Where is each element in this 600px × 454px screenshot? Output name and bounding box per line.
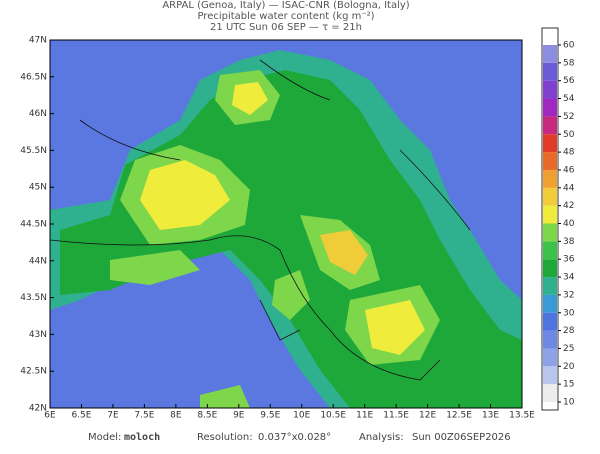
- lon-tick-label: 9.5E: [260, 411, 280, 421]
- colorbar-tick-label: 32: [563, 290, 574, 300]
- colorbar-swatch: [543, 152, 557, 170]
- colorbar-tick-label: 20: [563, 362, 575, 372]
- colorbar-tick-label: 30: [563, 308, 575, 318]
- colorbar-swatch: [543, 259, 557, 278]
- colorbar-tick-label: 28: [563, 326, 575, 336]
- lon-tick-label: 12.5E: [446, 411, 472, 421]
- colorbar-swatch: [543, 277, 557, 295]
- colorbar-swatch: [543, 294, 557, 313]
- colorbar-swatch: [543, 134, 557, 153]
- lat-tick-label: 46.5N: [20, 72, 47, 82]
- header-line: ARPAL (Genoa, Italy) — ISAC-CNR (Bologna…: [162, 0, 409, 11]
- lon-tick-label: 8.5E: [197, 411, 217, 421]
- footer-value: moloch: [124, 432, 160, 443]
- colorbar-tick-label: 50: [563, 130, 575, 140]
- colorbar-tick-label: 44: [563, 183, 575, 193]
- lat-tick-label: 44N: [29, 256, 47, 266]
- lon-tick-label: 9E: [233, 411, 245, 421]
- lat-tick-label: 45N: [29, 183, 47, 193]
- colorbar-tick-label: 58: [563, 58, 575, 68]
- colorbar-tick-label: 38: [563, 237, 575, 247]
- map-field: [50, 40, 522, 408]
- lon-tick-label: 11E: [356, 411, 373, 421]
- colorbar-swatch: [543, 330, 557, 349]
- lon-tick-label: 6.5E: [71, 411, 91, 421]
- header-line: 21 UTC Sun 06 SEP — τ = 21h: [210, 22, 362, 33]
- lon-tick-label: 10E: [293, 411, 310, 421]
- lon-tick-label: 13.5E: [509, 411, 535, 421]
- colorbar-tick-label: 34: [563, 273, 575, 283]
- colorbar-swatch: [543, 98, 557, 117]
- lat-tick-label: 42.5N: [20, 367, 47, 377]
- colorbar-swatch: [543, 116, 557, 135]
- footer-value: Sun 00Z06SEP2026: [412, 432, 511, 443]
- lat-tick-label: 46N: [29, 109, 47, 119]
- colorbar-swatch: [543, 62, 557, 81]
- footer-label: Resolution:: [197, 432, 253, 443]
- colorbar-swatch: [543, 241, 557, 260]
- lon-tick-label: 12E: [419, 411, 436, 421]
- colorbar-tick-label: 52: [563, 112, 574, 122]
- lon-tick-label: 7.5E: [134, 411, 154, 421]
- footer-label: Model:: [88, 432, 121, 443]
- lon-tick-label: 7E: [107, 411, 119, 421]
- colorbar-tick-label: 36: [563, 255, 575, 265]
- header-line: Precipitable water content (kg m⁻²): [197, 11, 374, 22]
- colorbar-swatch: [543, 223, 557, 242]
- lat-tick-label: 45.5N: [20, 146, 47, 156]
- footer-value: 0.037°x0.028°: [258, 432, 331, 443]
- colorbar-swatch: [543, 80, 557, 99]
- colorbar-swatch: [543, 366, 557, 385]
- colorbar-tick-label: 60: [563, 41, 575, 51]
- colorbar-tick-label: 42: [563, 201, 574, 211]
- colorbar-tick-label: 48: [563, 148, 575, 158]
- lon-tick-label: 13E: [482, 411, 499, 421]
- colorbar-tick-label: 40: [563, 219, 575, 229]
- colorbar-swatch: [543, 312, 557, 331]
- colorbar-swatch: [543, 205, 557, 224]
- colorbar-swatch: [543, 348, 557, 367]
- colorbar-tick-label: 15: [563, 380, 574, 390]
- lon-tick-label: 6E: [44, 411, 56, 421]
- colorbar-tick-label: 54: [563, 94, 575, 104]
- lat-tick-label: 44.5N: [20, 220, 47, 230]
- colorbar-tick-label: 10: [563, 398, 575, 408]
- colorbar-swatch: [543, 169, 557, 188]
- colorbar-tick-label: 56: [563, 76, 575, 86]
- colorbar-tick-label: 25: [563, 344, 574, 354]
- lon-tick-label: 8E: [170, 411, 182, 421]
- colorbar-swatch: [543, 187, 557, 206]
- lon-tick-label: 10.5E: [320, 411, 346, 421]
- lat-tick-label: 43.5N: [20, 293, 47, 303]
- lon-tick-label: 11.5E: [383, 411, 409, 421]
- colorbar-swatch: [543, 384, 557, 402]
- lat-tick-label: 42N: [29, 404, 47, 414]
- lat-tick-label: 47N: [29, 36, 47, 46]
- colorbar-tick-label: 46: [563, 165, 575, 175]
- footer-label: Analysis:: [359, 432, 404, 443]
- lat-tick-label: 43N: [29, 330, 47, 340]
- colorbar-swatch: [543, 45, 557, 63]
